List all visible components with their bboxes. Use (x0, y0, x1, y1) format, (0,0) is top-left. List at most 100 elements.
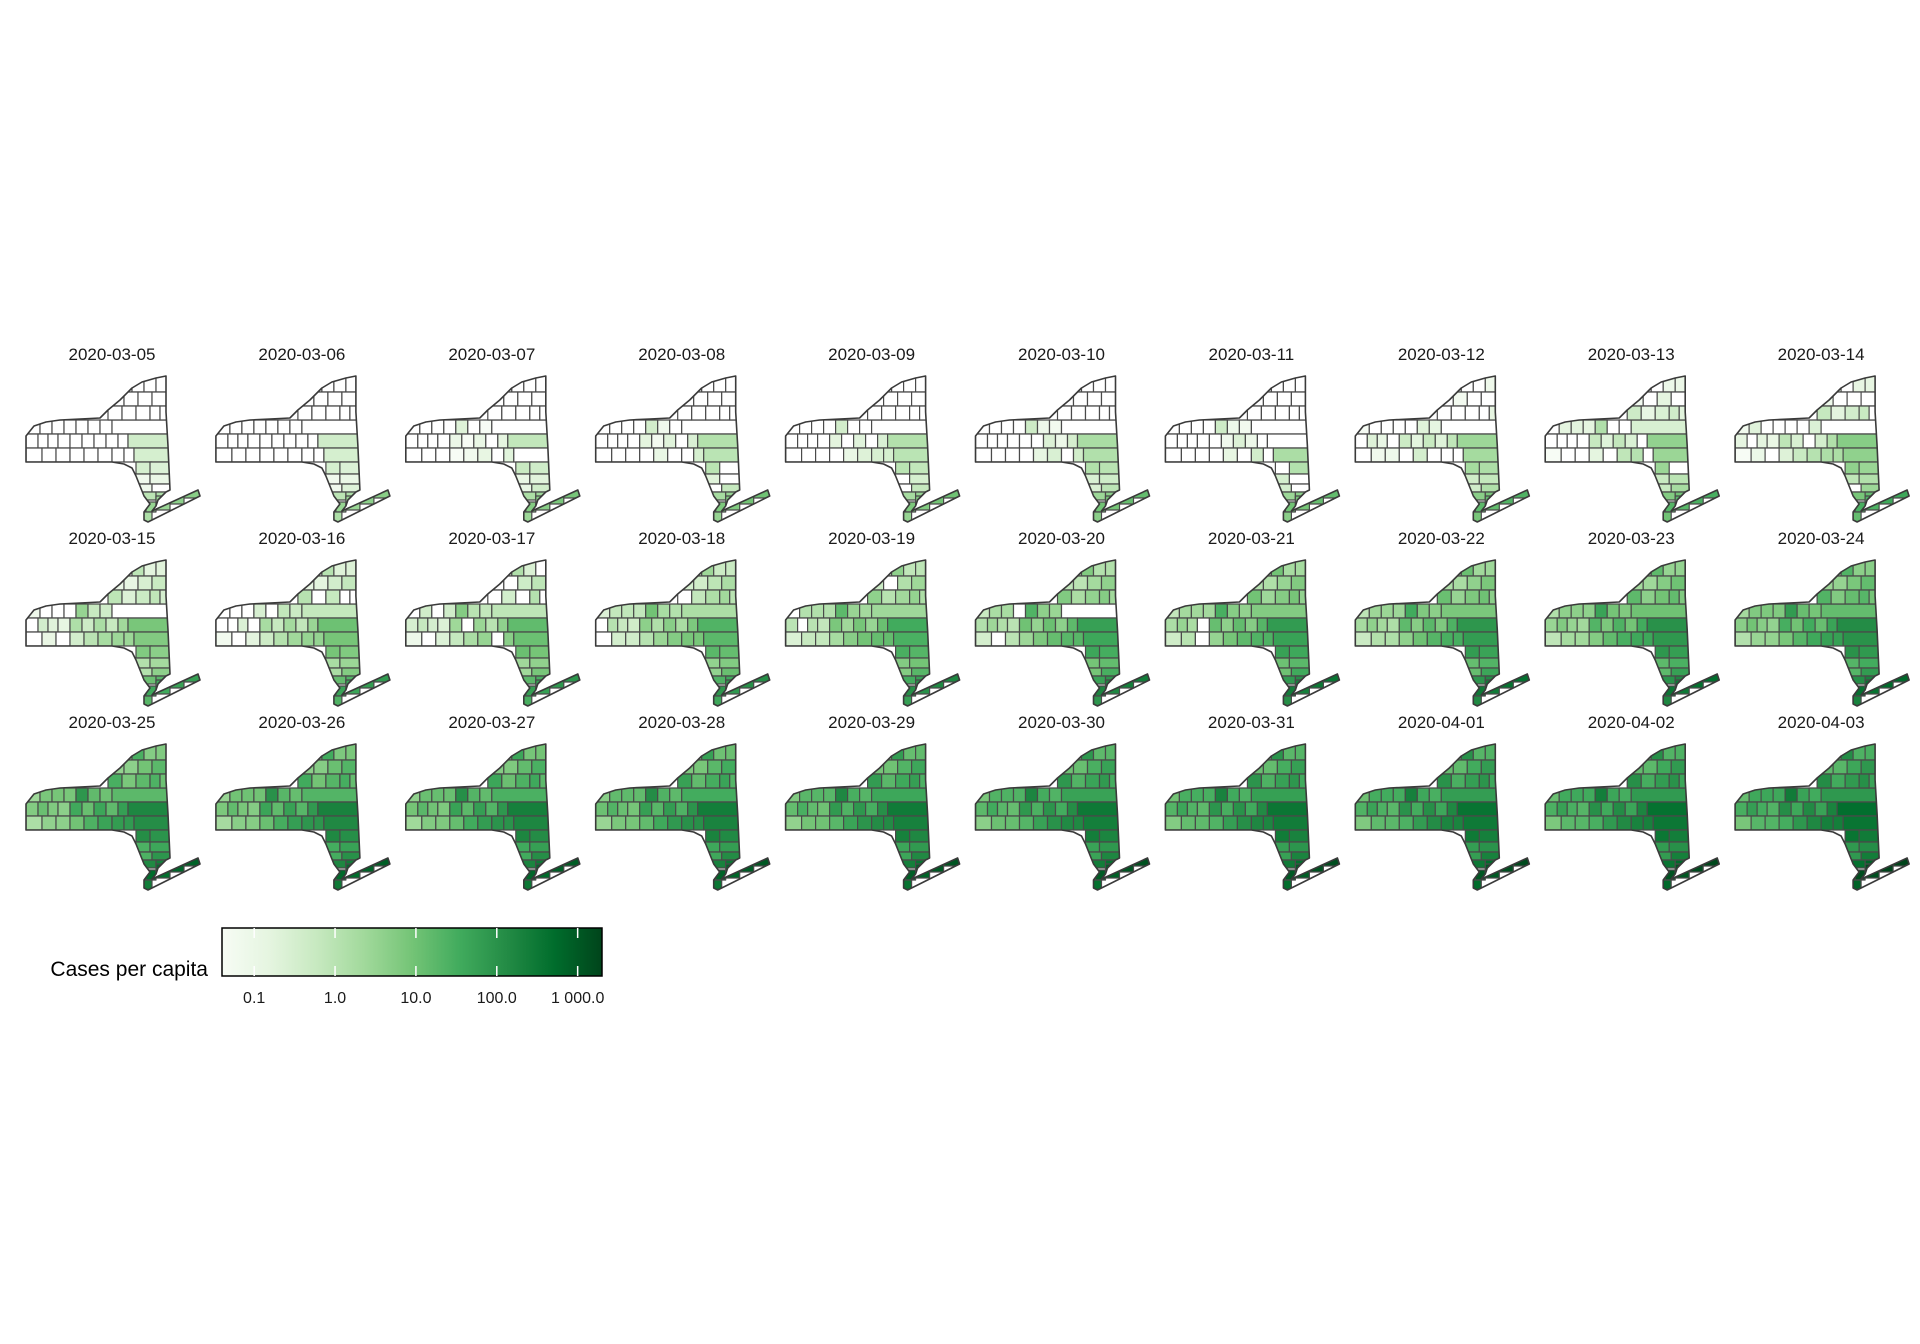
county-shape (461, 801, 475, 817)
county-shape (1820, 815, 1834, 831)
panel-date-label: 2020-03-13 (1588, 345, 1675, 364)
county-shape (894, 405, 911, 421)
county-shape (69, 447, 85, 463)
county-shape (1202, 787, 1217, 803)
county-shape (247, 433, 261, 449)
county-shape (345, 560, 363, 577)
county-shape (463, 447, 479, 463)
county-shape (1082, 815, 1123, 831)
county-shape (241, 419, 255, 435)
county-shape (26, 447, 43, 463)
county-shape (515, 773, 531, 789)
county-shape (37, 617, 49, 633)
county-shape (259, 447, 275, 463)
county-shape (1574, 631, 1590, 647)
county-shape (828, 815, 845, 831)
county-shape (1456, 617, 1502, 633)
county-shape (669, 787, 683, 803)
county-shape (1480, 575, 1502, 591)
state-outline (25, 743, 201, 891)
county-shape (531, 759, 553, 775)
county-shape (477, 447, 493, 463)
county-shape (117, 433, 129, 449)
county-shape (1846, 759, 1862, 775)
county-shape (1630, 419, 1692, 435)
county-shape (1735, 447, 1752, 463)
county-shape (105, 801, 119, 817)
county-shape (1784, 787, 1798, 803)
county-shape (1778, 801, 1792, 817)
county-shape (719, 773, 731, 789)
county-shape (1784, 603, 1798, 619)
county-shape (247, 617, 261, 633)
county-shape (1030, 433, 1045, 449)
county-shape (253, 419, 267, 435)
county-shape (1594, 787, 1608, 803)
county-shape (313, 631, 325, 647)
county-shape (317, 433, 363, 449)
county-shape (1290, 391, 1313, 407)
county-shape (1012, 603, 1027, 619)
county-shape (816, 433, 831, 449)
county-shape (405, 617, 419, 633)
county-shape (1294, 560, 1313, 577)
county-shape (265, 419, 279, 435)
county-shape (1194, 631, 1211, 647)
state-outline (1164, 743, 1341, 891)
county-shape (876, 801, 889, 817)
county-shape (1750, 815, 1766, 831)
county-shape (719, 589, 731, 605)
county-shape (1355, 631, 1372, 647)
county-shape (1262, 447, 1275, 463)
county-shape (1464, 667, 1482, 677)
county-shape (1072, 631, 1085, 647)
state-outline (25, 559, 201, 707)
county-shape (611, 447, 627, 463)
county-shape (1100, 575, 1123, 591)
county-shape (41, 631, 57, 647)
county-shape (625, 447, 641, 463)
county-shape (1556, 433, 1568, 449)
county-shape (1654, 589, 1670, 605)
county-shape (339, 405, 351, 421)
county-shape (1802, 617, 1816, 633)
county-shape (1588, 815, 1604, 831)
county-shape (1646, 617, 1692, 633)
county-shape (1466, 759, 1482, 775)
county-shape (321, 473, 341, 485)
county-shape (83, 815, 99, 831)
county-shape (345, 376, 363, 393)
county-shape (1820, 447, 1834, 463)
county-shape (81, 433, 95, 449)
county-shape (295, 801, 309, 817)
county-shape (1370, 631, 1386, 647)
county-shape (1412, 447, 1428, 463)
county-shape (1858, 773, 1870, 789)
county-shape (667, 815, 683, 831)
county-shape (1656, 575, 1672, 591)
county-shape (1398, 815, 1414, 831)
county-shape (1790, 617, 1804, 633)
county-shape (1086, 575, 1103, 591)
county-shape (1440, 815, 1454, 831)
county-shape (1276, 391, 1293, 407)
county-shape (1060, 631, 1075, 647)
county-shape (1165, 433, 1179, 449)
county-shape (427, 617, 439, 633)
county-shape (687, 801, 699, 817)
county-shape (651, 617, 665, 633)
county-shape (1366, 801, 1378, 817)
county-shape (1262, 631, 1275, 647)
county-shape (846, 603, 861, 619)
county-shape (63, 603, 77, 619)
county-shape (405, 815, 423, 831)
county-shape (657, 787, 671, 803)
county-shape (1790, 433, 1804, 449)
county-shape (1426, 631, 1442, 647)
county-shape (882, 631, 895, 647)
county-shape (135, 773, 151, 789)
county-shape (215, 815, 233, 831)
county-shape (663, 617, 677, 633)
county-shape (1440, 631, 1454, 647)
